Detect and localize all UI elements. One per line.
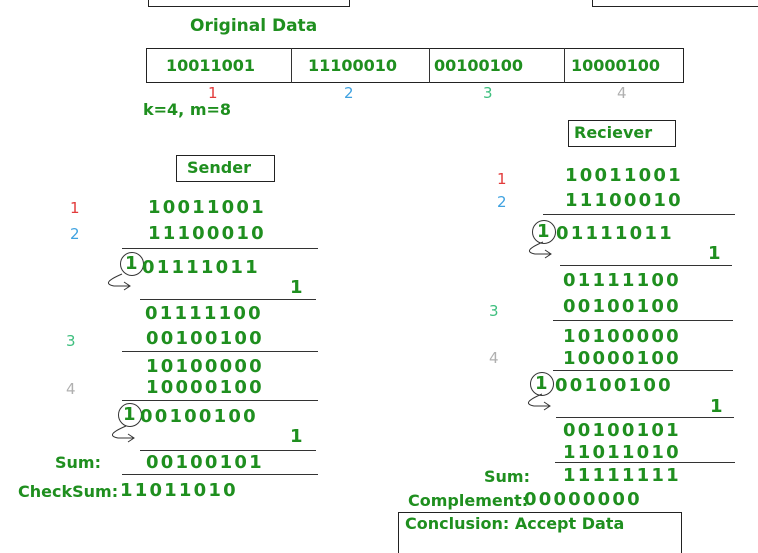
sender-title: Sender [187,158,251,177]
sender-add-1: 1 [290,277,305,298]
sender-carry-arrow-2 [111,425,135,443]
receiver-complement: 00000000 [524,489,642,510]
sender-index-2: 2 [70,225,80,243]
original-block-4: 10000100 [571,56,661,75]
receiver-carry-2: 1 [535,373,550,394]
sender-partial-2: 00100100 [140,406,258,427]
receiver-add-1: 1 [708,243,723,264]
receiver-add-2: 1 [710,396,725,417]
receiver-carry-circle-2 [530,372,554,396]
receiver-complement-label: Complement: [408,491,529,510]
sender-row-3: 00100100 [146,328,264,349]
receiver-line-5 [556,417,734,418]
block-index-4: 4 [617,84,627,102]
sender-title-box [176,155,275,182]
sender-line-2 [140,299,316,300]
original-block-3: 00100100 [434,56,524,75]
receiver-line-4 [553,370,733,371]
original-data-title: Original Data [190,16,318,36]
receiver-line-1 [543,214,735,215]
receiver-result-2: 10100000 [563,326,681,347]
sender-carry-arrow-1 [107,273,131,291]
sender-result-1: 01111100 [145,303,263,324]
receiver-line-3 [553,320,733,321]
sender-carry-circle-2 [118,403,142,427]
receiver-index-1: 1 [497,170,507,188]
sender-checksum-label: CheckSum: [18,482,119,501]
sender-sum-label: Sum: [55,453,101,472]
sender-index-4: 4 [66,380,76,398]
conclusion-text: Conclusion: Accept Data [405,514,625,533]
sender-index-3: 3 [66,332,76,350]
receiver-title: Reciever [574,123,653,142]
original-block-2: 11100010 [308,56,398,75]
block-index-3: 3 [483,84,493,102]
receiver-row-1: 10011001 [565,165,683,186]
sender-carry-2: 1 [123,404,138,425]
receiver-row-3: 00100100 [563,296,681,317]
receiver-title-box [568,120,676,147]
table-divider-1 [291,48,292,83]
sender-result-2: 10100000 [146,356,264,377]
sender-carry-1: 1 [125,253,140,274]
receiver-sum: 11111111 [563,465,681,486]
receiver-partial-2: 00100100 [555,375,673,396]
sender-partial-1: 01111011 [142,257,260,278]
receiver-partial-1: 01111011 [556,223,674,244]
receiver-carry-arrow-1 [528,241,552,259]
block-index-1: 1 [208,84,218,102]
receiver-result-3: 00100101 [563,420,681,441]
top-right-box-fragment [592,0,758,7]
block-index-2: 2 [344,84,354,102]
receiver-row-2: 11100010 [565,190,683,211]
receiver-index-4: 4 [489,349,499,367]
sender-line-3 [122,351,318,352]
receiver-carry-1: 1 [537,221,552,242]
sender-row-4: 10000100 [146,377,264,398]
sender-line-1 [122,248,318,249]
receiver-index-2: 2 [497,193,507,211]
sender-index-1: 1 [70,199,80,217]
sender-carry-circle-1 [120,252,144,276]
receiver-result-1: 01111100 [563,270,681,291]
sender-sum: 00100101 [146,452,264,473]
sender-line-4 [122,400,318,401]
sender-line-6 [122,474,318,475]
receiver-sum-label: Sum: [484,467,530,486]
sender-add-2: 1 [290,426,305,447]
table-divider-2 [429,48,430,83]
sender-row-1: 10011001 [148,197,266,218]
table-divider-3 [564,48,565,83]
original-data-table [146,48,684,83]
top-left-box-fragment [148,0,350,7]
receiver-carry-arrow-2 [527,393,551,411]
receiver-row-4: 10000100 [563,348,681,369]
receiver-index-3: 3 [489,302,499,320]
receiver-carry-circle-1 [532,220,556,244]
sender-checksum: 11011010 [120,480,238,501]
parameters-label: k=4, m=8 [143,100,232,119]
original-block-1: 10011001 [166,56,256,75]
sender-line-5 [140,450,316,451]
receiver-line-6 [555,462,735,463]
sender-row-2: 11100010 [148,223,266,244]
conclusion-box [398,512,682,553]
receiver-checksum-row: 11011010 [563,442,681,463]
receiver-line-2 [560,265,732,266]
